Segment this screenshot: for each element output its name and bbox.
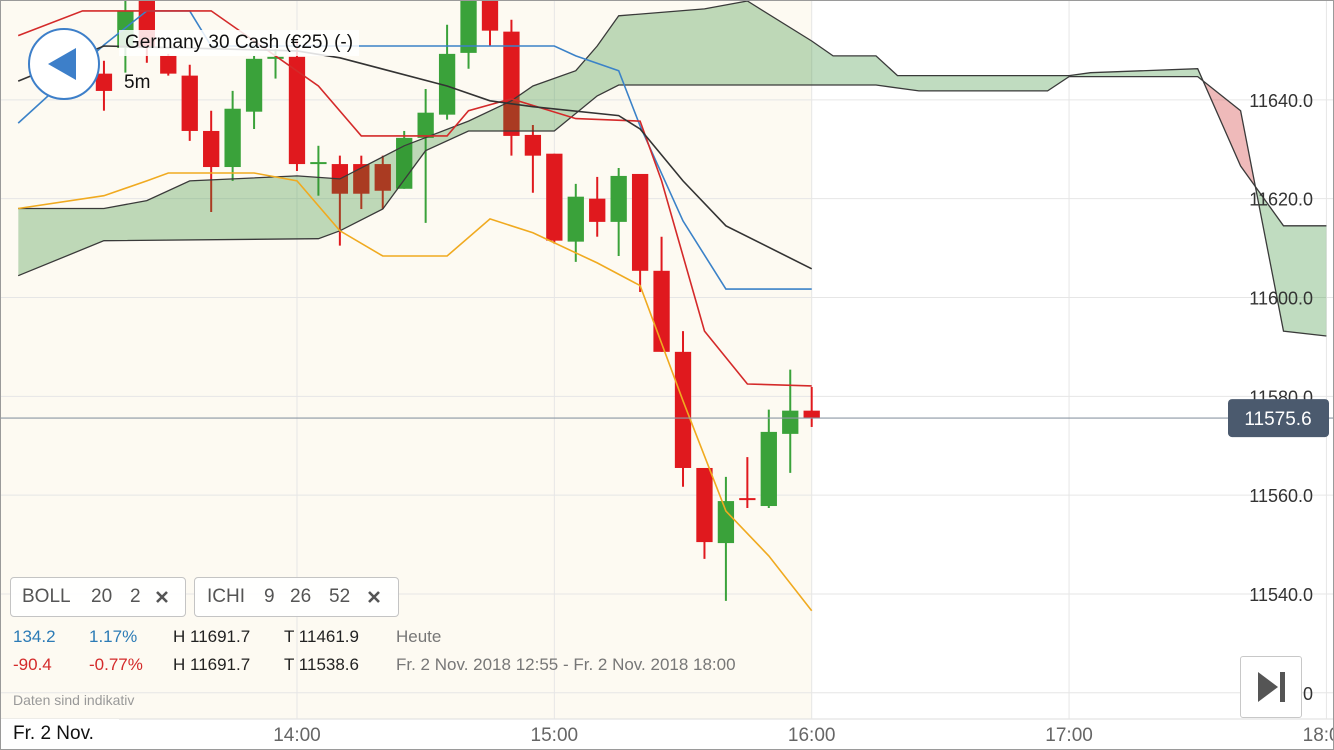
- scroll-to-end-icon: [1258, 672, 1285, 702]
- candle-body: [739, 498, 756, 501]
- indicator-line: [17, 10, 812, 290]
- candle-body: [717, 501, 735, 544]
- indicator-param: 9: [264, 586, 275, 607]
- candle-body: [181, 75, 198, 131]
- cloud-edge: [17, 75, 1327, 337]
- indicator-line: [17, 10, 812, 387]
- plot-area: [17, 1, 1327, 612]
- y-tick-label: 11620.0: [1249, 190, 1313, 210]
- stat-range: Fr. 2 Nov. 2018 12:55 - Fr. 2 Nov. 2018 …: [396, 655, 736, 674]
- stat-high: H 11691.7: [173, 655, 251, 674]
- candle-body: [288, 56, 306, 165]
- candle-body: [245, 58, 263, 112]
- stat-change-pct: 1.17%: [89, 627, 138, 646]
- cloud-edge: [18, 1, 1327, 227]
- candle-body: [567, 196, 584, 242]
- candle-body: [481, 1, 499, 31]
- indicator-pill[interactable]: ICHI 9 26 52: [194, 577, 399, 617]
- indicator-line: [18, 172, 813, 612]
- x-tick-label: 18:00: [1303, 725, 1334, 746]
- y-tick-label: 11560.0: [1249, 486, 1313, 506]
- instrument-title: Germany 30 Cash (€25) (-): [119, 30, 360, 56]
- stat-change: 134.2: [13, 627, 56, 646]
- back-button[interactable]: [28, 28, 100, 100]
- candle-body: [160, 55, 177, 74]
- candle-body: [589, 198, 606, 222]
- timeframe: 5m: [124, 72, 151, 93]
- candle-body: [653, 270, 670, 352]
- candle-body: [438, 53, 456, 115]
- candle-body: [95, 73, 113, 91]
- last-price-box: [1228, 399, 1329, 438]
- candle-body: [460, 1, 477, 53]
- indicator-pill[interactable]: BOLL 20 2: [10, 577, 186, 617]
- candle-body: [310, 162, 327, 165]
- cloud-up: [18, 1, 1327, 336]
- stat-change-pct: -0.77%: [89, 655, 143, 674]
- candle-body: [610, 175, 627, 222]
- candle-body: [546, 153, 563, 241]
- disclaimer: Daten sind indikativ: [13, 692, 135, 708]
- candle-body: [631, 173, 649, 271]
- candle-body: [782, 410, 799, 434]
- remove-indicator[interactable]: [155, 590, 169, 604]
- candle-body: [353, 164, 370, 194]
- date-label: Fr. 2 Nov.: [1, 719, 119, 749]
- y-tick-label: 11540.0: [1249, 585, 1313, 605]
- x-tick-label: 16:00: [788, 725, 836, 746]
- remove-indicator[interactable]: [367, 590, 381, 604]
- candle-body: [224, 108, 241, 168]
- x-tick-label: 17:00: [1045, 725, 1093, 746]
- candle-body: [203, 130, 220, 168]
- indicator-param: 52: [329, 586, 351, 607]
- stat-low: T 11461.9: [284, 627, 359, 646]
- candle-body: [760, 431, 777, 507]
- candle-body: [396, 137, 413, 189]
- indicator-name: BOLL: [22, 586, 71, 607]
- stat-low: T 11538.6: [284, 655, 359, 674]
- candle-body: [267, 56, 284, 59]
- stat-change: -90.4: [13, 655, 52, 674]
- scroll-to-end-button[interactable]: [1240, 656, 1302, 718]
- cloud-fill: [18, 1, 1327, 336]
- x-tick-label: 14:00: [273, 725, 321, 746]
- candle-body: [524, 134, 542, 156]
- indicator-name: ICHI: [207, 586, 245, 607]
- last-price-label: 11575.6: [1244, 409, 1311, 430]
- indicator-param: 26: [290, 586, 312, 607]
- indicator-param: 20: [91, 586, 113, 607]
- y-tick-label: 11600.0: [1249, 288, 1313, 308]
- back-icon: [48, 48, 76, 80]
- candle-body: [803, 410, 820, 419]
- candle-body: [503, 31, 520, 136]
- stat-high: H 11691.7: [173, 627, 251, 646]
- y-tick-label: 11640.0: [1249, 91, 1313, 111]
- candle-body: [696, 467, 713, 543]
- stat-range: Heute: [396, 627, 442, 646]
- candle-body: [417, 112, 434, 138]
- indicator-param: 2: [130, 586, 141, 607]
- candle-body: [374, 164, 391, 191]
- candle-body: [674, 351, 692, 468]
- x-tick-label: 15:00: [531, 725, 579, 746]
